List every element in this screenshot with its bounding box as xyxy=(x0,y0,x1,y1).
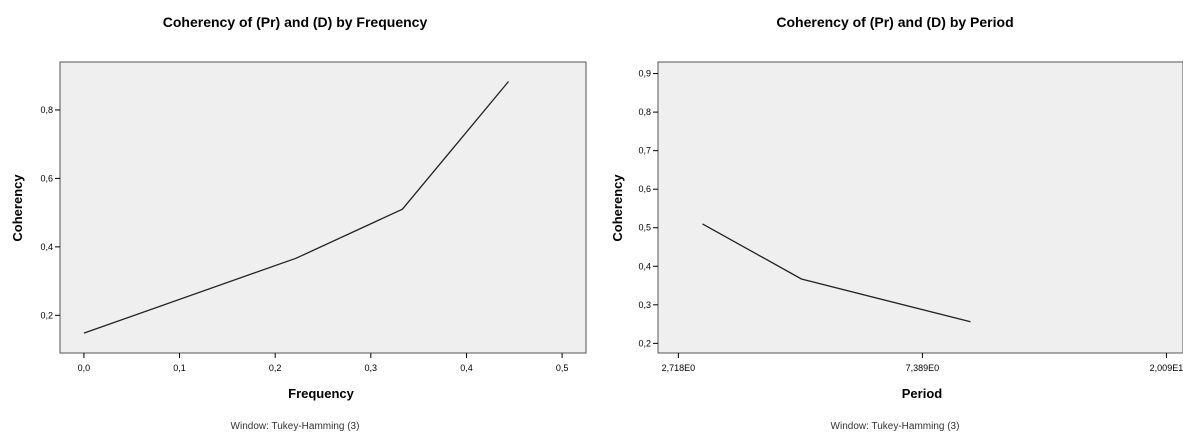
y-tick-label: 0,6 xyxy=(638,184,651,194)
chart-title: Coherency of (Pr) and (D) by Frequency xyxy=(163,14,428,30)
y-tick-label: 0,2 xyxy=(40,310,53,320)
x-tick-label: 2,009E1 xyxy=(1150,363,1183,373)
y-axis-title: Coherency xyxy=(10,174,25,242)
y-tick-label: 0,7 xyxy=(638,146,651,156)
y-tick-label: 0,4 xyxy=(40,242,53,252)
x-tick-label: 7,389E0 xyxy=(906,363,940,373)
series-line xyxy=(702,223,971,323)
y-tick-label: 0,3 xyxy=(638,300,651,310)
y-tick-label: 0,8 xyxy=(40,105,53,115)
y-axis-title: Coherency xyxy=(610,174,625,242)
x-tick-label: 0,3 xyxy=(365,363,378,373)
y-tick-label: 0,4 xyxy=(638,261,651,271)
period-chart: Coherency of (Pr) and (D) by Period 0,2 0… xyxy=(610,14,1183,432)
y-tick-label: 0,2 xyxy=(638,338,651,348)
plot-area xyxy=(657,61,1183,354)
frequency-chart-panel: Coherency of (Pr) and (D) by Frequency 0… xyxy=(0,0,590,433)
x-tick-label: 0,0 xyxy=(78,363,91,373)
x-tick-label: 0,4 xyxy=(460,363,473,373)
chart-footnote: Window: Tukey-Hamming (3) xyxy=(231,421,360,432)
y-tick-label: 0,6 xyxy=(40,173,53,183)
series-line xyxy=(83,81,509,334)
plot-area xyxy=(59,61,587,354)
x-axis-title: Period xyxy=(902,386,943,401)
x-tick-label: 0,1 xyxy=(173,363,186,373)
y-tick-label: 0,9 xyxy=(638,69,651,79)
frequency-chart: Coherency of (Pr) and (D) by Frequency 0… xyxy=(10,14,587,432)
y-tick-label: 0,8 xyxy=(638,107,651,117)
period-chart-panel: Coherency of (Pr) and (D) by Period 0,2 0… xyxy=(598,0,1183,433)
x-axis-title: Frequency xyxy=(288,386,355,401)
x-tick-label: 0,2 xyxy=(269,363,282,373)
chart-title: Coherency of (Pr) and (D) by Period xyxy=(776,14,1013,30)
y-tick-label: 0,5 xyxy=(638,223,651,233)
x-tick-label: 0,5 xyxy=(556,363,569,373)
chart-footnote: Window: Tukey-Hamming (3) xyxy=(831,421,960,432)
x-tick-label: 2,718E0 xyxy=(662,363,696,373)
